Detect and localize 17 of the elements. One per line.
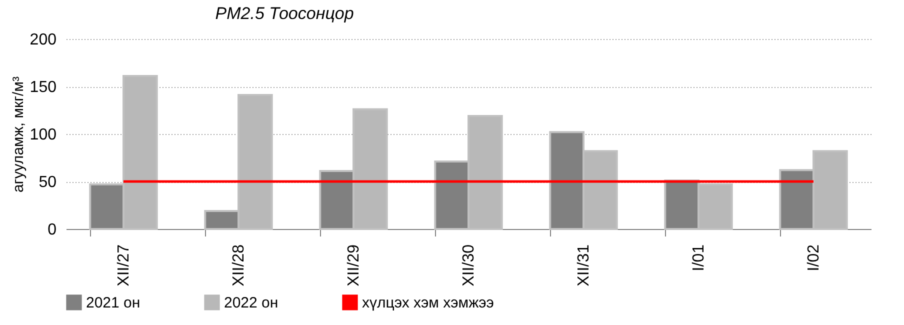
legend-label: 2022 он [224,294,278,312]
x-tick-label: XII/28 [230,244,248,286]
x-tick-label: XII/30 [460,244,478,286]
y-tick-label: 100 [30,126,57,144]
chart-title: PM2.5 Тоосонцор [215,4,354,23]
x-tick-label: XII/31 [576,244,592,286]
legend-label: 2021 он [86,294,140,312]
x-tick-label: I/01 [690,244,708,272]
x-tick-label: I/02 [806,244,822,272]
y-tick-label: 200 [30,32,57,48]
legend-label: хүлцэх хэм хэмжээ [362,294,494,312]
y-axis-title: агууламж, мкг/м³ [10,76,27,193]
x-tick-label: XII/27 [116,244,132,286]
x-tick-label: XII/29 [346,244,362,286]
y-tick-label: 150 [30,79,57,96]
y-tick-label: 0 [48,222,57,238]
y-tick-label: 50 [38,174,57,191]
